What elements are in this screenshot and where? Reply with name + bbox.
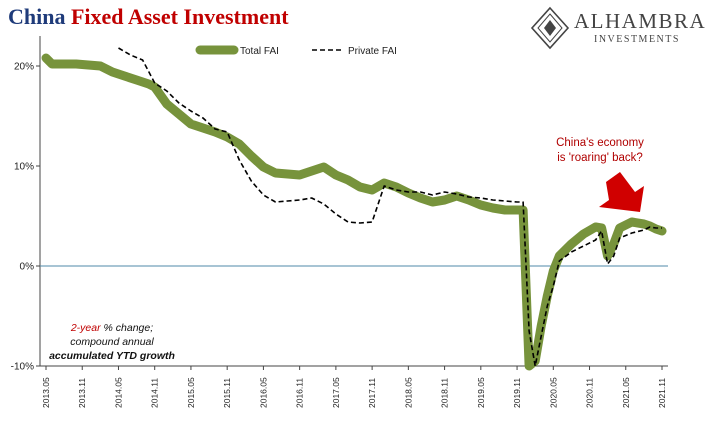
- y-tick-label: -10%: [11, 362, 34, 373]
- x-tick-label: 2021.05: [621, 377, 631, 408]
- series-layer: [41, 47, 667, 371]
- logo-brand-text: ALHAMBRA: [574, 9, 705, 33]
- note-line-1: 2-year % change;: [70, 322, 153, 334]
- x-tick-label: 2014.05: [113, 377, 123, 408]
- y-axis: 20% 10% 0% -10%: [11, 36, 668, 373]
- red-arrow-icon: [599, 172, 644, 212]
- note-line-1-rest: % change;: [101, 322, 154, 334]
- y-tick-label: 0%: [20, 262, 35, 273]
- x-tick-label: 2017.05: [331, 377, 341, 408]
- series-line-total-fai: [41, 53, 667, 371]
- callout-text-line-1: China's economy: [556, 137, 644, 149]
- x-tick-label: 2016.11: [295, 378, 305, 408]
- title-part-1: China: [8, 4, 66, 29]
- x-tick-label: 2019.05: [476, 377, 486, 408]
- company-logo: ALHAMBRA INVESTMENTS: [530, 6, 705, 50]
- x-tick-label: 2015.11: [222, 378, 232, 408]
- callout-text-line-2: is 'roaring' back?: [557, 152, 643, 164]
- x-axis: 2013.05 2013.11 2014.05 2014.11 2015.05 2015.…: [40, 365, 668, 408]
- y-tick-label: 10%: [14, 162, 34, 173]
- x-tick-label: 2018.05: [403, 377, 413, 408]
- y-tick-label: 20%: [14, 62, 34, 73]
- x-tick-label: 2013.05: [41, 377, 51, 408]
- x-tick-label: 2016.05: [258, 377, 268, 408]
- x-tick-label: 2014.11: [150, 378, 160, 408]
- note-line-2: compound annual: [70, 336, 154, 348]
- note-line-3: accumulated YTD growth: [49, 350, 175, 362]
- x-tick-label: 2019.11: [512, 378, 522, 408]
- legend-label-private-fai: Private FAI: [348, 46, 397, 57]
- x-tick-label: 2020.11: [585, 378, 595, 408]
- legend-label-total-fai: Total FAI: [240, 46, 279, 57]
- page-title: China Fixed Asset Investment: [8, 4, 289, 30]
- legend: Total FAI Private FAI: [195, 45, 397, 57]
- logo-sub-text: INVESTMENTS: [594, 34, 680, 45]
- x-tick-label: 2015.05: [186, 377, 196, 408]
- x-tick-label: 2017.11: [367, 378, 377, 408]
- x-tick-label: 2018.11: [440, 378, 450, 408]
- title-part-2: Fixed Asset Investment: [70, 4, 289, 29]
- x-tick-label: 2021.11: [657, 378, 667, 408]
- x-tick-label: 2020.05: [548, 377, 558, 408]
- note-red-text: 2-year: [70, 322, 101, 334]
- x-tick-label: 2013.11: [77, 378, 87, 408]
- series-line-private-fai: [118, 47, 662, 367]
- diamond-logo-icon: [530, 6, 570, 50]
